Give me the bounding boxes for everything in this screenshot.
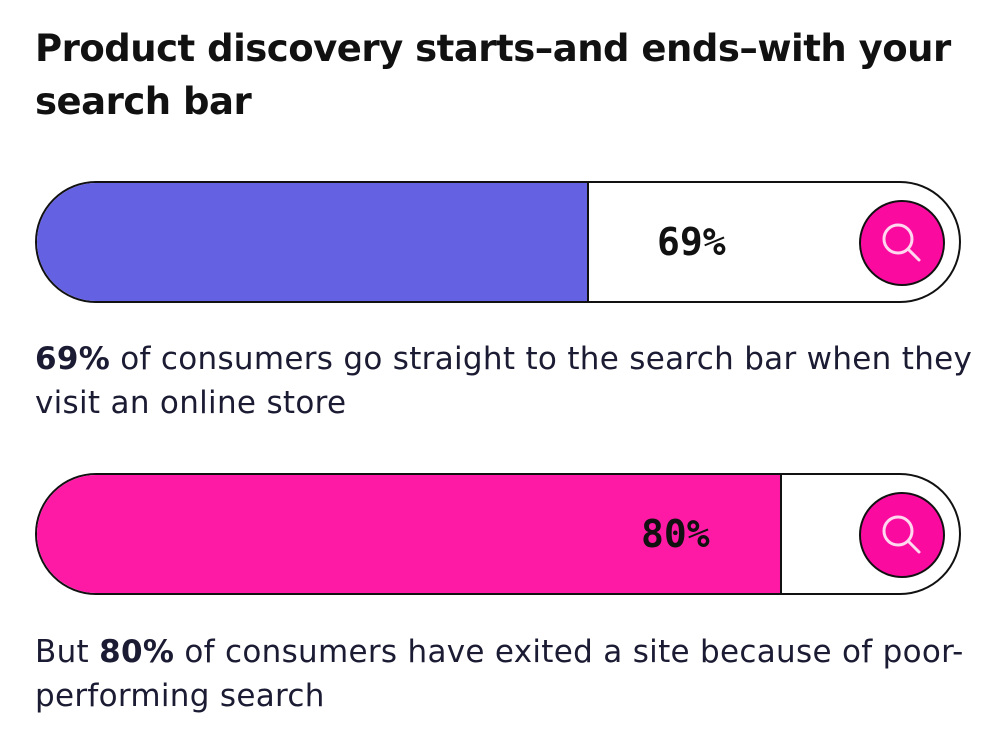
search-button-1 — [859, 200, 945, 286]
progress-bar-2: 80% — [35, 473, 961, 595]
search-button-2 — [859, 492, 945, 578]
bar-value-label-1: 69% — [657, 220, 726, 264]
caption-1: 69% of consumers go straight to the sear… — [35, 341, 973, 421]
progress-bar-1: 69% — [35, 181, 961, 303]
bar-fill-1 — [37, 183, 589, 301]
bar-fill-2 — [37, 475, 782, 593]
search-icon — [882, 223, 921, 262]
caption-2: But 80% of consumers have exited a site … — [35, 634, 964, 714]
page-title: Product discovery starts–and ends–with y… — [35, 27, 951, 123]
bar-value-label-2: 80% — [641, 512, 710, 556]
search-icon — [882, 515, 921, 554]
